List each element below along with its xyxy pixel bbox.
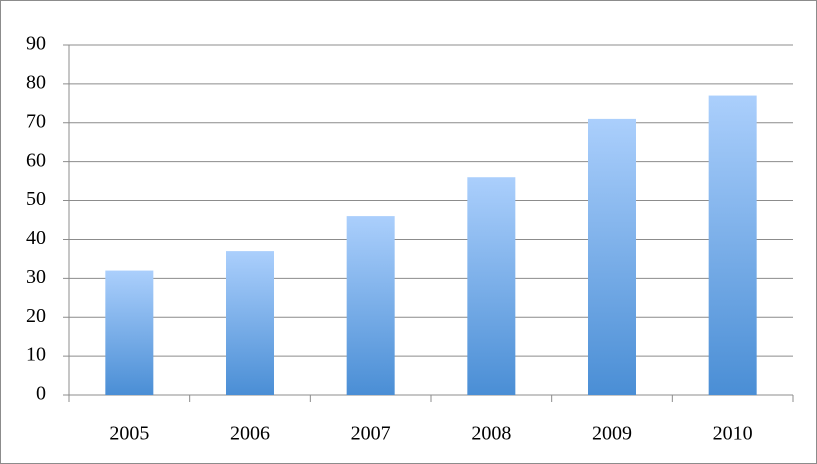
x-tick-label: 2008 [471, 423, 511, 445]
y-tick-label: 10 [26, 344, 46, 366]
bar [467, 177, 516, 395]
y-tick-label: 70 [26, 110, 46, 132]
y-tick-label: 20 [26, 305, 46, 327]
y-tick-label: 30 [26, 266, 46, 288]
y-tick-label: 60 [26, 149, 46, 171]
bar [226, 251, 274, 395]
y-tick-label: 0 [36, 383, 46, 405]
bar [708, 95, 757, 396]
x-tick-label: 2006 [230, 423, 270, 445]
x-tick-label: 2010 [713, 423, 753, 445]
x-tick-label: 2005 [109, 423, 149, 445]
y-tick-label: 90 [26, 33, 46, 55]
bar [588, 118, 636, 395]
bar [105, 270, 154, 395]
x-tick-label: 2007 [351, 423, 391, 445]
y-tick-label: 80 [26, 71, 46, 93]
x-tick-label: 2009 [592, 423, 632, 445]
y-tick-label: 50 [26, 188, 46, 210]
y-tick-label: 40 [26, 227, 46, 249]
bar [346, 216, 395, 395]
